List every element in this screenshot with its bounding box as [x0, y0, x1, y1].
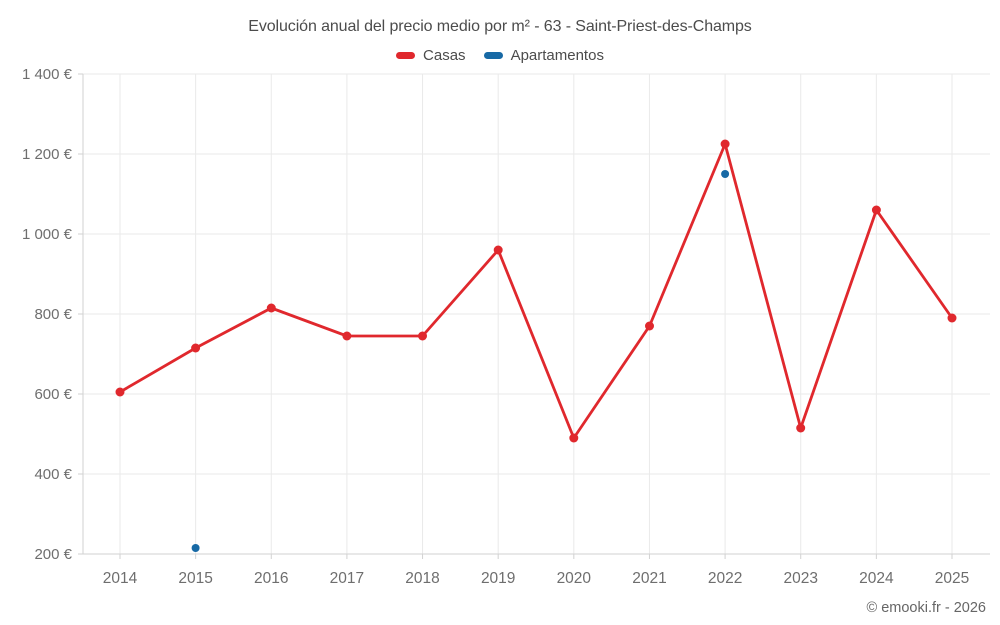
x-axis-label: 2016 — [254, 570, 288, 587]
chart-title: Evolución anual del precio medio por m² … — [248, 18, 752, 35]
legend-label-apartamentos: Apartamentos — [510, 47, 604, 64]
data-point-casas-2020[interactable] — [569, 433, 579, 443]
x-axis-label: 2025 — [935, 570, 969, 587]
y-axis-label: 600 € — [34, 386, 72, 403]
legend-label-casas: Casas — [423, 47, 466, 64]
data-point-casas-2021[interactable] — [645, 321, 654, 331]
x-axis-label: 2021 — [632, 570, 666, 587]
data-point-casas-2023[interactable] — [796, 423, 806, 433]
legend-item-apartamentos[interactable]: Apartamentos — [483, 47, 604, 64]
y-axis-label: 800 € — [34, 306, 72, 323]
y-axis-label: 1 200 € — [22, 146, 73, 163]
data-point-apartamentos-2015[interactable] — [191, 544, 200, 552]
legend-item-casas[interactable]: Casas — [396, 47, 466, 64]
data-point-casas-2017[interactable] — [342, 331, 352, 341]
chart-legend: Casas Apartamentos — [0, 47, 1000, 64]
data-point-casas-2015[interactable] — [191, 343, 201, 353]
footer-credit: © emooki.fr - 2026 — [866, 600, 986, 616]
data-point-casas-2024[interactable] — [871, 205, 881, 215]
x-axis-label: 2020 — [557, 570, 592, 587]
y-axis-label: 400 € — [34, 466, 72, 483]
y-axis-label: 1 400 € — [22, 66, 73, 83]
data-point-casas-2016[interactable] — [266, 303, 276, 313]
x-axis-label: 2014 — [103, 570, 138, 587]
data-point-casas-2019[interactable] — [493, 245, 503, 255]
x-axis-label: 2018 — [405, 570, 439, 587]
x-axis-label: 2019 — [481, 570, 515, 587]
data-point-casas-2025[interactable] — [947, 313, 957, 323]
y-axis-label: 1 000 € — [22, 226, 73, 243]
y-axis-label: 200 € — [34, 546, 72, 563]
x-axis-label: 2022 — [708, 570, 742, 587]
x-axis-label: 2023 — [783, 570, 817, 587]
data-point-apartamentos-2022[interactable] — [721, 170, 730, 178]
data-point-casas-2022[interactable] — [720, 139, 730, 149]
casas-legend-marker-icon — [396, 52, 416, 59]
apartamentos-legend-marker-icon — [483, 52, 503, 59]
data-point-casas-2018[interactable] — [418, 331, 427, 341]
x-axis-label: 2017 — [330, 570, 364, 587]
series-line-casas — [118, 142, 954, 440]
x-axis-label: 2024 — [859, 570, 894, 587]
data-point-casas-2014[interactable] — [115, 387, 125, 397]
x-axis-label: 2015 — [178, 570, 212, 587]
